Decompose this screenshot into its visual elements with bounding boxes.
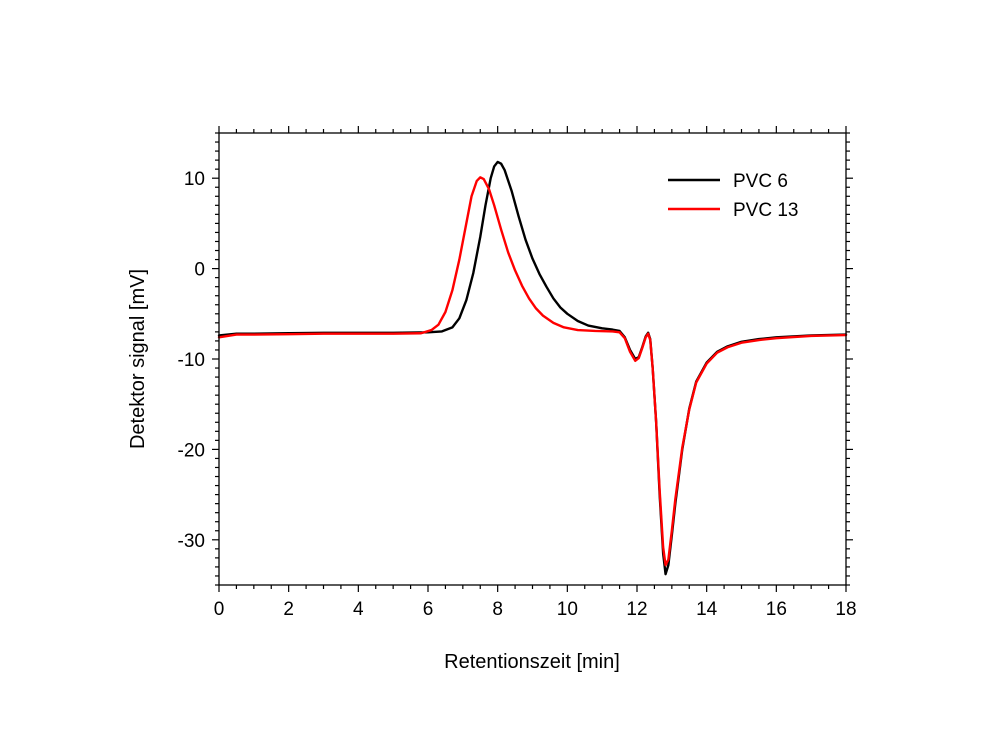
legend-label: PVC 13 [733,200,798,221]
x-tick-label: 8 [492,599,503,620]
x-tick-label: 16 [766,599,787,620]
series-line-pvc-6 [217,160,848,576]
y-tick-label: 0 [194,260,205,281]
series-line-pvc-13 [217,176,848,567]
series-lines [217,160,848,576]
axis-ticks [212,126,853,592]
y-tick-label: 10 [184,169,205,190]
y-axis-title: Detektor signal [mV] [127,269,149,449]
y-tick-label: -30 [178,531,205,552]
x-tick-label: 10 [557,599,578,620]
legend-label: PVC 6 [733,171,788,192]
legend: PVC 6 PVC 13 [668,171,798,221]
x-tick-label: 2 [283,599,294,620]
y-tick-label: -10 [178,350,205,371]
y-tick-label: -20 [178,440,205,461]
x-tick-label: 4 [353,599,364,620]
x-tick-label: 0 [214,599,225,620]
x-tick-label: 14 [696,599,718,620]
x-tick-label: 12 [626,599,647,620]
tick-labels: 0 2 4 6 8 10 12 14 16 18 -30 -20 -10 0 10 [178,169,857,620]
x-tick-label: 18 [835,599,856,620]
x-axis-title: Retentionszeit [min] [444,651,620,673]
plot-frame [218,132,847,586]
x-tick-label: 6 [423,599,434,620]
